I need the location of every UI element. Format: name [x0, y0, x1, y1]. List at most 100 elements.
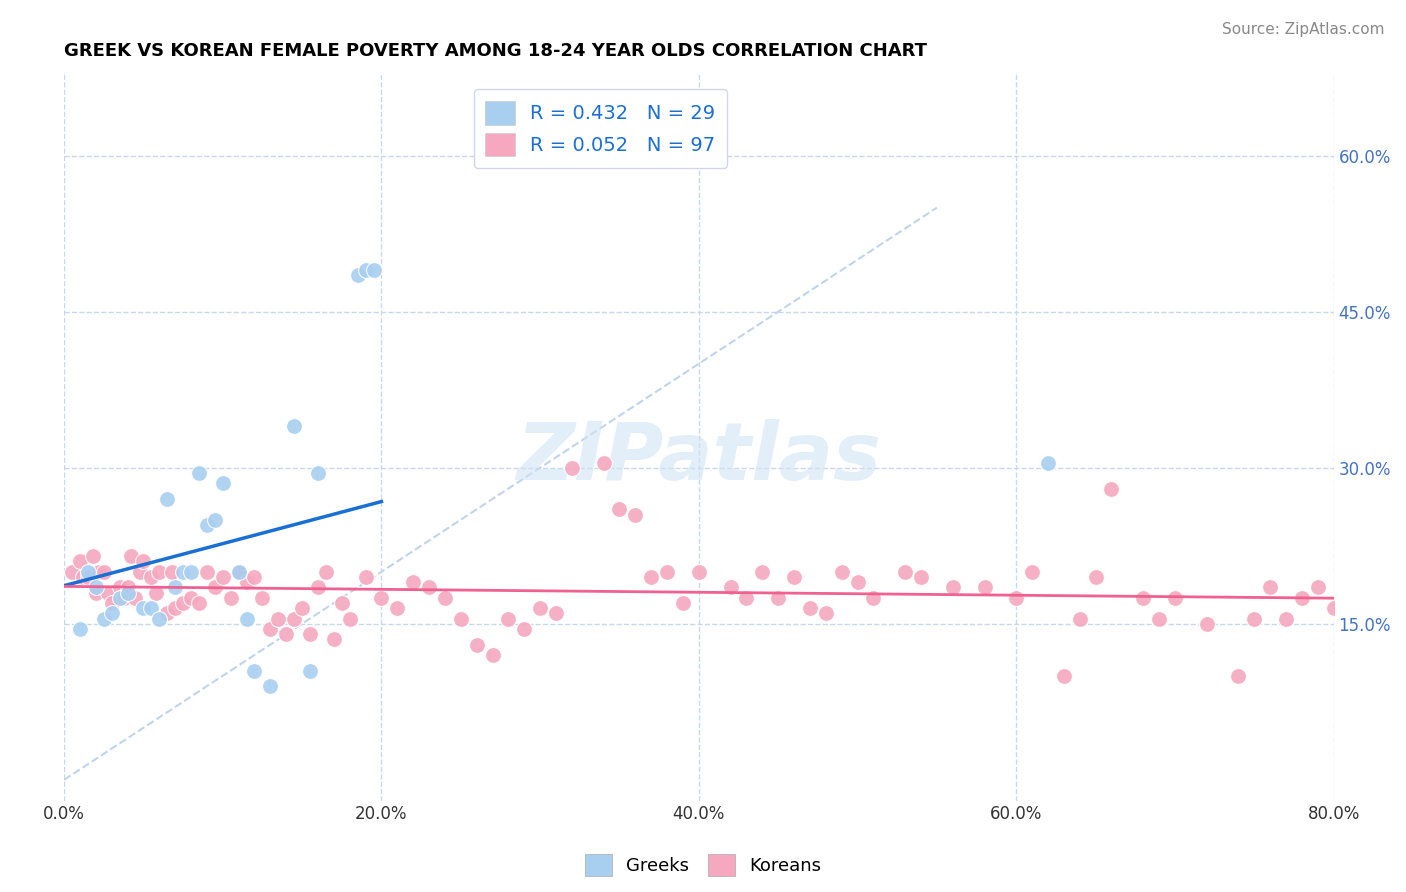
Point: [655, 565, 678, 579]
Point: [87, 565, 110, 579]
Point: [124, 591, 146, 605]
Point: [156, 491, 179, 506]
Point: [1005, 591, 1028, 605]
Point: [145, 585, 167, 599]
Point: [211, 476, 233, 491]
Point: [132, 601, 155, 615]
Point: [76, 570, 98, 584]
Point: [97, 585, 120, 599]
Point: [100, 596, 122, 610]
Point: [204, 580, 226, 594]
Point: [354, 263, 377, 277]
Point: [354, 570, 377, 584]
Point: [1323, 601, 1346, 615]
Point: [165, 580, 187, 594]
Point: [609, 502, 631, 516]
Point: [862, 591, 884, 605]
Point: [672, 596, 695, 610]
Point: [315, 565, 337, 579]
Point: [82, 549, 104, 563]
Point: [894, 565, 917, 579]
Point: [117, 580, 139, 594]
Legend: R = 0.432   N = 29, R = 0.052   N = 97: R = 0.432 N = 29, R = 0.052 N = 97: [474, 89, 727, 168]
Point: [108, 591, 131, 605]
Point: [132, 554, 155, 568]
Point: [640, 570, 662, 584]
Point: [129, 565, 152, 579]
Point: [228, 565, 250, 579]
Point: [1306, 580, 1329, 594]
Point: [910, 570, 932, 584]
Point: [299, 664, 322, 678]
Point: [1164, 591, 1187, 605]
Point: [1069, 611, 1091, 625]
Point: [259, 622, 281, 636]
Text: ZIPatlas: ZIPatlas: [516, 419, 882, 498]
Point: [1291, 591, 1313, 605]
Point: [465, 638, 488, 652]
Point: [322, 632, 344, 647]
Point: [1084, 570, 1107, 584]
Point: [1243, 611, 1265, 625]
Point: [141, 570, 163, 584]
Point: [160, 565, 183, 579]
Point: [624, 508, 647, 522]
Point: [307, 466, 329, 480]
Point: [799, 601, 821, 615]
Point: [72, 570, 94, 584]
Point: [450, 611, 472, 625]
Point: [180, 565, 202, 579]
Point: [561, 460, 583, 475]
Point: [84, 585, 107, 599]
Point: [402, 575, 425, 590]
Point: [783, 570, 806, 584]
Point: [93, 611, 115, 625]
Point: [346, 268, 368, 283]
Point: [84, 580, 107, 594]
Point: [76, 565, 98, 579]
Point: [283, 611, 305, 625]
Text: Source: ZipAtlas.com: Source: ZipAtlas.com: [1222, 22, 1385, 37]
Point: [1195, 616, 1218, 631]
Point: [1147, 611, 1170, 625]
Point: [243, 570, 266, 584]
Legend: Greeks, Koreans: Greeks, Koreans: [578, 847, 828, 883]
Point: [544, 607, 567, 621]
Point: [69, 622, 91, 636]
Point: [1101, 482, 1123, 496]
Point: [69, 554, 91, 568]
Point: [513, 622, 536, 636]
Point: [814, 607, 837, 621]
Point: [688, 565, 710, 579]
Point: [172, 565, 194, 579]
Point: [592, 456, 614, 470]
Point: [291, 601, 314, 615]
Point: [1132, 591, 1154, 605]
Point: [108, 580, 131, 594]
Point: [165, 601, 187, 615]
Point: [1275, 611, 1298, 625]
Point: [1021, 565, 1043, 579]
Point: [846, 575, 869, 590]
Point: [148, 611, 170, 625]
Point: [735, 591, 758, 605]
Point: [831, 565, 853, 579]
Point: [973, 580, 995, 594]
Text: GREEK VS KOREAN FEMALE POVERTY AMONG 18-24 YEAR OLDS CORRELATION CHART: GREEK VS KOREAN FEMALE POVERTY AMONG 18-…: [65, 42, 927, 60]
Point: [148, 565, 170, 579]
Point: [156, 607, 179, 621]
Point: [330, 596, 353, 610]
Point: [1258, 580, 1281, 594]
Point: [299, 627, 322, 641]
Point: [387, 601, 409, 615]
Point: [141, 601, 163, 615]
Point: [180, 591, 202, 605]
Point: [243, 664, 266, 678]
Point: [112, 591, 135, 605]
Point: [172, 596, 194, 610]
Point: [211, 570, 233, 584]
Point: [942, 580, 965, 594]
Point: [219, 591, 242, 605]
Point: [1053, 669, 1076, 683]
Point: [117, 585, 139, 599]
